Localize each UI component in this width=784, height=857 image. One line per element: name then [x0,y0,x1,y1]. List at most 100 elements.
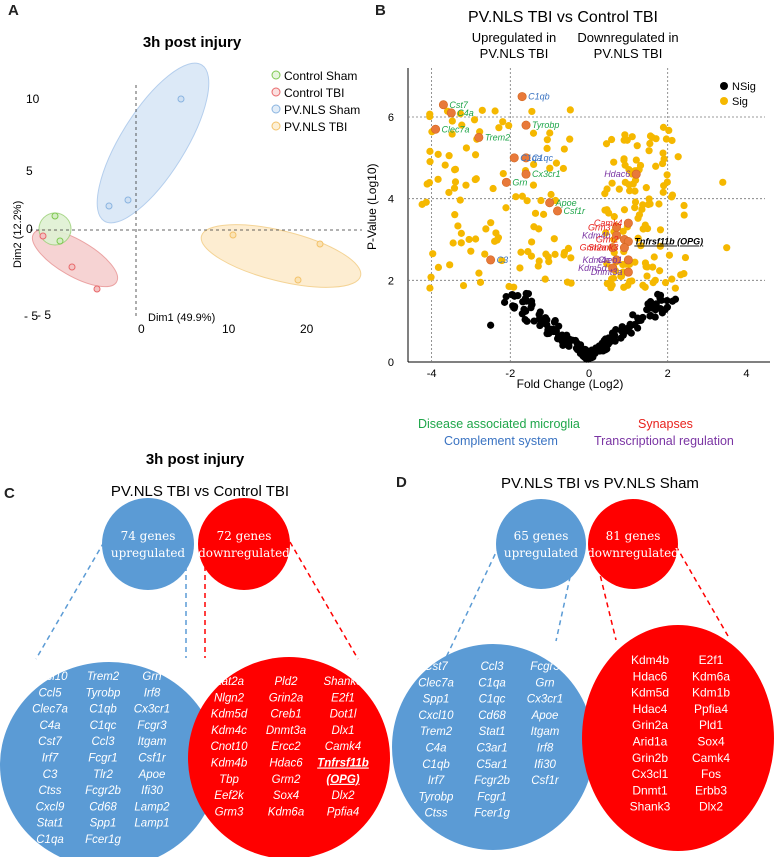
point-sig [635,211,644,219]
gene-name: Ctss [39,785,62,797]
gene-label: Camk4 [594,218,623,228]
point-pvnls-sham [177,95,185,103]
point-sig [441,161,449,169]
gene-name: Ccl5 [38,687,62,699]
gene-name: Dlx2 [699,800,723,814]
point-sig [633,142,641,150]
gene-label: Grm2 [596,235,619,245]
point-sig [487,219,495,227]
point-nsig [618,323,626,331]
gene-label: Kdm5d [578,263,608,273]
point-nsig [584,347,593,356]
category-transcription: Transcriptional regulation [594,434,734,448]
d-down-gene-list: Kdm4b E2f1 Hdac6 Kdm6a Kdm5d Kdm1b Hdac4 Ppfia4… [630,653,731,814]
point-sig [482,225,490,233]
gene-name: Ctss [425,808,448,820]
volcano-tick-y: 4 [388,194,394,206]
point-sig [601,190,609,198]
point-sig [652,162,660,170]
gene-name: Erbb3 [695,783,727,797]
volcano-tick-x: 0 [586,368,592,380]
point-nsig [663,303,672,311]
point-sig [478,106,486,114]
connector-line [441,545,500,667]
point-sig [448,130,456,138]
gene-name: Fcgr2b [474,775,510,787]
point-sig [646,200,654,208]
gene-name: Hdac4 [633,702,668,716]
point-sig [445,152,453,160]
point-sig [628,133,636,141]
up-circle [102,498,194,590]
gene-label: Kdm4c [583,255,612,265]
legend-label: PV.NLS Sham [284,103,360,117]
volcano-tick-x: 2 [665,368,671,380]
point-highlight [521,120,531,130]
point-sig [528,238,536,246]
gene-name: Kat2a [214,676,244,688]
point-sig [610,213,618,221]
d-up-gene-list: Cst7 Ccl3 Fcgr3 Clec7a C1qa Grn Spp1 C1qc Cx3cr1… [418,661,563,820]
point-sig [531,209,540,217]
legend-marker-nsig [720,82,728,90]
gene-name: Apoe [531,710,559,722]
point-sig [448,117,456,125]
point-highlight [431,124,441,134]
down-gene-ellipse [188,657,390,857]
point-sig [516,264,524,272]
volcano-highlight-points [431,92,641,277]
gene-name: Trem2 [420,726,453,738]
gene-name: Shank3 [323,676,363,688]
gene-name: Fcer1g [474,808,510,820]
gene-name: Dnmt1 [632,783,668,797]
gene-name: Ercc2 [271,741,301,753]
point-sig [631,198,640,206]
point-nsig [535,310,543,319]
region-label-up: PV.NLS TBI [480,46,549,61]
gene-name: Lamp2 [134,801,170,813]
gene-name: Fos [701,767,721,781]
gene-name: Hdac6 [269,758,303,770]
point-sig [655,200,663,208]
point-sig [528,107,536,116]
point-sig [621,131,629,139]
gene-name: Trem2 [87,671,120,683]
pca-tick-x: 0 [138,322,145,336]
gene-label: C1qc [532,153,554,163]
gene-label: Tyrobp [532,120,559,130]
gene-name: Sox4 [273,790,299,802]
gene-name: Fcgr3 [530,661,560,673]
point-nsig [565,335,574,343]
volcano-ylabel: P-Value (Log10) [365,164,379,251]
point-sig [620,155,628,163]
point-sig [529,129,538,137]
point-sig [517,248,525,256]
region-label-down: PV.NLS TBI [594,46,663,61]
connector-line [289,541,359,660]
point-sig [605,209,613,217]
pca-plot: 3h post injury - 5 0 10 20 10 5 0 - 5 Di… [12,34,362,336]
point-sig [445,188,453,197]
panel-label-b: B [375,2,386,19]
pca-tick-y: 0 [26,222,33,236]
up-circle [496,499,586,589]
point-sig [489,184,497,193]
point-sig [471,151,480,159]
gene-name: Creb1 [270,709,301,721]
up-caption: upregulated [504,546,579,560]
gene-label: C3 [497,255,509,265]
point-nsig [543,316,551,324]
point-sig [665,126,673,134]
gene-label: Tnfrsf11b (OPG) [634,237,703,247]
point-sig [639,281,647,289]
gene-name: Dlx2 [331,790,355,802]
point-highlight [631,169,641,179]
legend-label: Control TBI [284,86,344,100]
gene-name: Grm2 [272,774,301,786]
pca-tick-x: 10 [222,322,236,336]
point-sig [564,244,573,253]
gene-name: Tlr2 [93,769,113,781]
panel-d: PV.NLS TBI vs PV.NLS Sham 65 genes upreg… [392,475,774,851]
pca-title: 3h post injury [143,34,242,51]
